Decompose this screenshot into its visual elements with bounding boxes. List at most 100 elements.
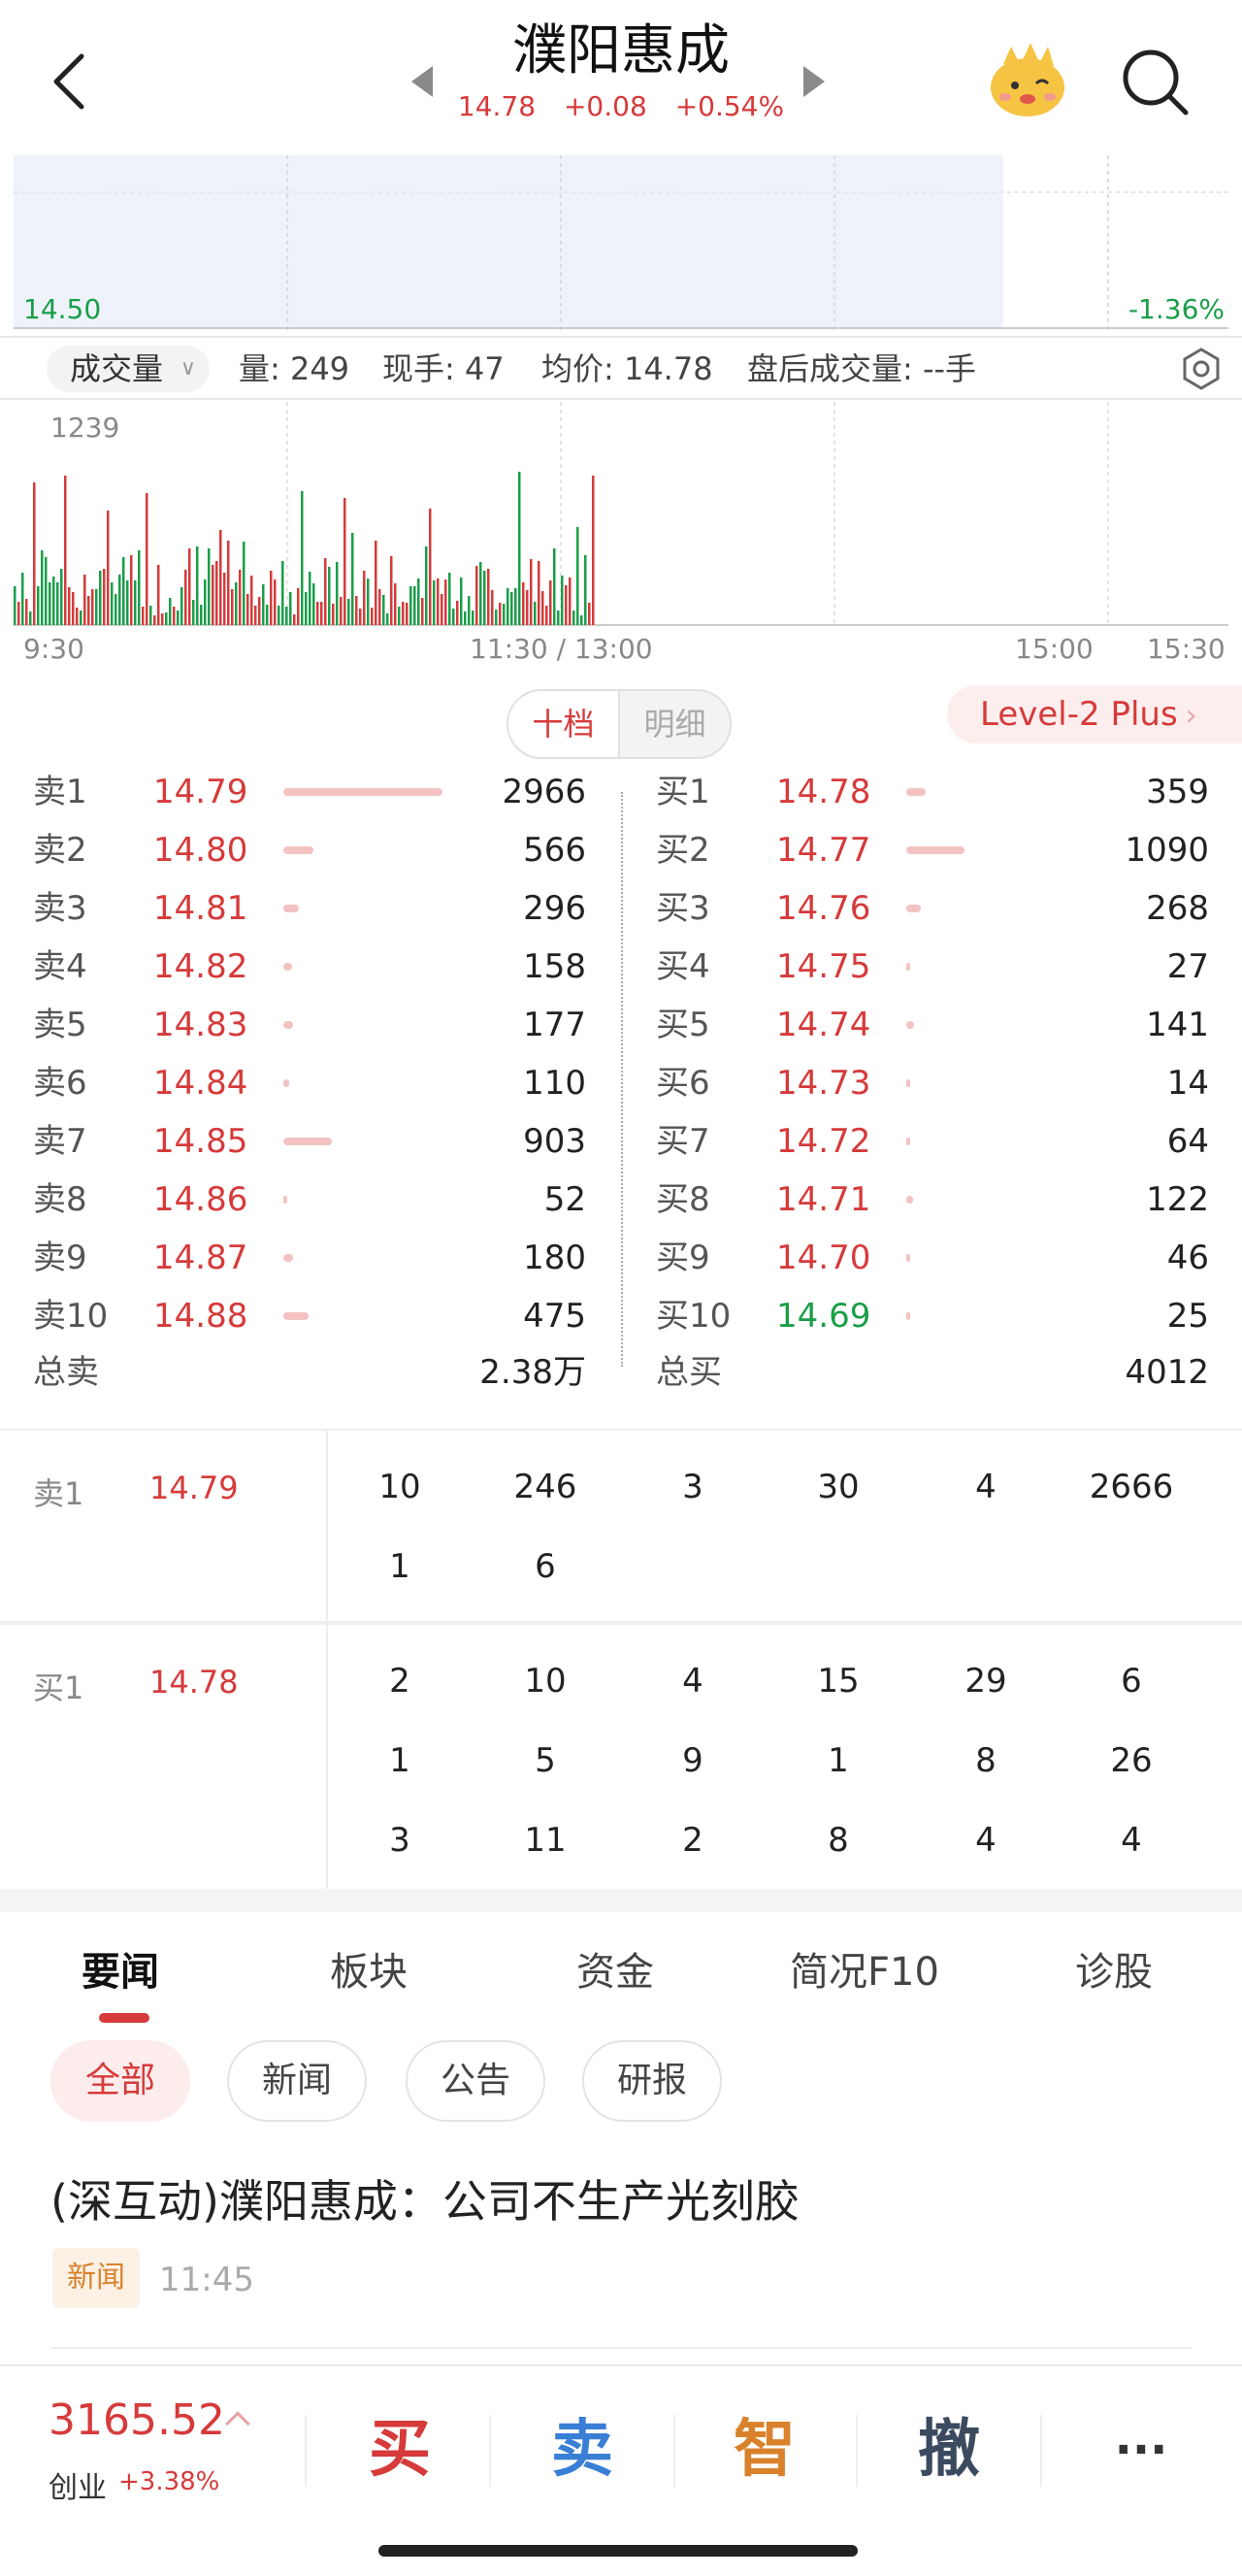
tab-detail[interactable]: 明细: [620, 691, 730, 757]
filter-research[interactable]: 研报: [582, 2040, 722, 2122]
volume-bar: [367, 578, 370, 625]
queue-order-size: 10: [524, 1662, 567, 1701]
bid-level-row[interactable]: 买2 14.77 1090: [656, 821, 1209, 879]
previous-stock-icon[interactable]: [411, 66, 433, 97]
volume-bar: [45, 557, 48, 625]
volume-bar: [200, 605, 203, 625]
ask-level-label: 卖6: [33, 1064, 87, 1103]
bid-level-volume: 46: [1166, 1238, 1209, 1277]
total-buy-row: 总买 4012: [656, 1343, 1209, 1402]
next-stock-icon[interactable]: [803, 66, 825, 97]
bid-level-row[interactable]: 买4 14.75 27: [656, 938, 1209, 996]
bar-separator: [305, 2415, 307, 2487]
bid-volume-bar: [906, 1138, 910, 1145]
bid-level-price: 14.71: [776, 1180, 871, 1219]
buy1-queue-label: 买1: [33, 1669, 84, 1706]
settings-icon[interactable]: [1180, 347, 1223, 390]
ask-level-row[interactable]: 卖4 14.82 158: [33, 938, 586, 996]
filter-announcement[interactable]: 公告: [406, 2040, 545, 2122]
smart-order-button[interactable]: 智: [734, 2414, 796, 2486]
ask-level-row[interactable]: 卖8 14.86 52: [33, 1171, 586, 1229]
more-menu-button[interactable]: ···: [1114, 2423, 1168, 2477]
volume-stat: 量: 249: [239, 350, 350, 387]
tab-ten-levels[interactable]: 十档: [508, 691, 620, 757]
bid-level-row[interactable]: 买6 14.73 14: [656, 1054, 1209, 1112]
tab-diagnosis[interactable]: 诊股: [1075, 1950, 1153, 1995]
level2-plus-button[interactable]: Level-2 Plus ›: [947, 685, 1242, 743]
bid-level-row[interactable]: 买10 14.69 25: [656, 1287, 1209, 1345]
volume-bar: [29, 611, 32, 625]
sell1-queue-price: 14.79: [149, 1470, 239, 1506]
ask-level-row[interactable]: 卖5 14.83 177: [33, 996, 586, 1054]
volume-bar: [14, 586, 16, 625]
volume-stats-bar: 成交量 ∨ 量: 249 现手: 47 均价: 14.78 盘后成交量: --手: [0, 336, 1242, 400]
volume-bar: [83, 575, 86, 625]
ask-level-label: 卖5: [33, 1006, 87, 1044]
volume-bar: [441, 594, 443, 625]
ask-volume-bar: [283, 905, 299, 912]
ask-level-row[interactable]: 卖10 14.88 475: [33, 1287, 586, 1345]
bid-level-row[interactable]: 买9 14.70 46: [656, 1229, 1209, 1287]
volume-bar: [545, 606, 548, 625]
filter-all[interactable]: 全部: [50, 2040, 190, 2122]
buy-button[interactable]: 买: [369, 2414, 431, 2486]
back-arrow-icon[interactable]: [43, 50, 101, 113]
volume-bar: [33, 482, 36, 625]
ask-level-row[interactable]: 卖2 14.80 566: [33, 821, 586, 879]
news-headline-link[interactable]: (深互动)濮阳惠成：公司不生产光刻胶: [50, 2175, 800, 2228]
news-divider: [50, 2347, 1192, 2349]
ask-level-row[interactable]: 卖9 14.87 180: [33, 1229, 586, 1287]
volume-bar: [347, 599, 350, 625]
volume-bar: [526, 590, 529, 625]
ask-level-label: 卖2: [33, 831, 87, 870]
stock-name: 濮阳惠成: [512, 19, 730, 83]
mascot-icon[interactable]: [986, 43, 1069, 120]
queue-order-size: 29: [964, 1662, 1007, 1701]
search-icon[interactable]: [1118, 45, 1192, 118]
volume-bar: [406, 603, 409, 625]
intraday-price-chart[interactable]: [14, 155, 1228, 330]
volume-max-label: 1239: [50, 412, 120, 444]
volume-bar: [184, 570, 187, 625]
ask-level-row[interactable]: 卖3 14.81 296: [33, 879, 586, 938]
queue-order-size: 246: [513, 1468, 577, 1506]
tab-funds[interactable]: 资金: [576, 1950, 654, 1995]
volume-bar: [475, 566, 478, 625]
queue-order-size: 9: [682, 1741, 703, 1780]
queue-order-size: 8: [828, 1821, 849, 1860]
bid-level-row[interactable]: 买8 14.71 122: [656, 1171, 1209, 1229]
sell-button[interactable]: 卖: [551, 2414, 613, 2486]
ask-level-row[interactable]: 卖1 14.79 2966: [33, 763, 586, 821]
chart-low-price: 14.50: [23, 293, 102, 325]
bid-level-row[interactable]: 买7 14.72 64: [656, 1112, 1209, 1171]
tab-sector[interactable]: 板块: [330, 1950, 408, 1995]
bid-level-row[interactable]: 买1 14.78 359: [656, 763, 1209, 821]
avg-price-stat: 均价: 14.78: [541, 350, 713, 387]
sell1-queue[interactable]: 卖1 14.79 10 246 3 30 4 2666 1 6: [0, 1431, 1242, 1621]
filter-news[interactable]: 新闻: [227, 2040, 367, 2122]
volume-bar: [382, 595, 385, 625]
volume-bar: [153, 615, 156, 625]
ask-level-row[interactable]: 卖7 14.85 903: [33, 1112, 586, 1171]
buy1-queue[interactable]: 买1 14.78 2 10 4 15 29 6 1 5 9 1 8 26 3 11 2 8 4 4: [0, 1625, 1242, 1889]
tab-profile-f10[interactable]: 简况F10: [790, 1950, 939, 1995]
volume-bar: [64, 476, 67, 625]
tab-headlines[interactable]: 要闻: [82, 1950, 159, 1995]
time-label-after-hours: 15:30: [1147, 633, 1226, 665]
ask-level-label: 卖7: [33, 1122, 87, 1161]
indicator-selector[interactable]: 成交量 ∨: [47, 346, 210, 392]
bid-level-volume: 268: [1146, 889, 1209, 928]
cancel-order-button[interactable]: 撤: [918, 2414, 980, 2486]
ask-level-row[interactable]: 卖6 14.84 110: [33, 1054, 586, 1112]
volume-bar-chart[interactable]: [14, 402, 1228, 627]
bid-level-row[interactable]: 买3 14.76 268: [656, 879, 1209, 938]
bid-level-price: 14.70: [776, 1238, 871, 1277]
volume-bar: [107, 511, 110, 625]
ask-level-volume: 158: [523, 947, 586, 986]
volume-bar: [80, 611, 82, 625]
queue-order-size: 2: [682, 1821, 703, 1860]
bid-level-row[interactable]: 买5 14.74 141: [656, 996, 1209, 1054]
volume-bar: [309, 572, 311, 625]
volume-bar: [491, 590, 494, 625]
queue-order-size: 2: [389, 1662, 410, 1701]
